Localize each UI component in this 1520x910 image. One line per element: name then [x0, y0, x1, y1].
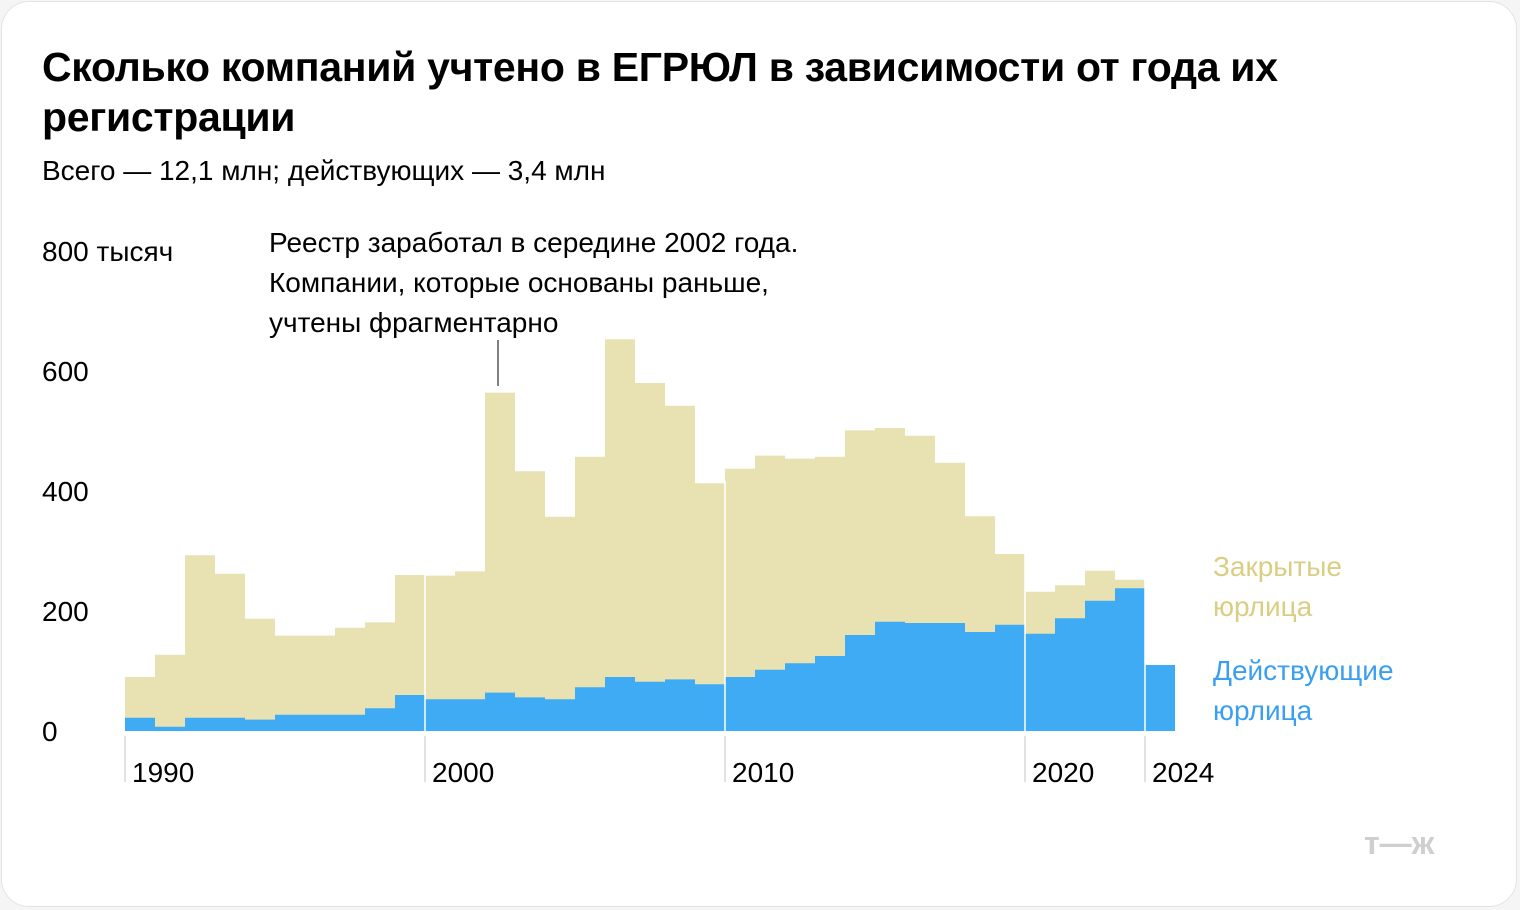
bar-2002: [485, 393, 515, 731]
bar-1991: [155, 655, 185, 731]
decade-separators: [424, 481, 1146, 731]
bar-2004: [545, 517, 575, 731]
logo-text: т—ж: [1364, 825, 1435, 861]
bar-2021: [1055, 585, 1085, 731]
bar-2009: [695, 483, 725, 731]
bar-2024: [1145, 665, 1175, 731]
legend-label: Действующие: [1213, 655, 1394, 686]
x-tick-label: 1990: [132, 757, 194, 788]
y-tick-label: 800 тысяч: [42, 236, 173, 267]
bar-1998: [365, 622, 395, 731]
bar-1990: [125, 677, 155, 731]
bar-2023: [1115, 580, 1145, 731]
annotation-group: Реестр заработал в середине 2002 года. Ко…: [269, 227, 798, 386]
bar-2022: [1085, 571, 1115, 731]
y-tick-label: 600: [42, 356, 89, 387]
chart-areas: [125, 339, 1175, 731]
x-tick-label: 2020: [1032, 757, 1094, 788]
bar-2019: [995, 554, 1025, 731]
x-tick-label: 2010: [732, 757, 794, 788]
bar-2001: [455, 571, 485, 731]
bar-1993: [215, 574, 245, 731]
bar-2007: [635, 383, 665, 731]
bar-2018: [965, 516, 995, 731]
bar-1999: [395, 575, 425, 731]
bar-2020: [1025, 592, 1055, 731]
y-tick-label: 0: [42, 716, 58, 747]
bar-2016: [905, 436, 935, 731]
y-axis-ticks: 0 200 400 600 800 тысяч: [42, 236, 173, 747]
bar-2005: [575, 457, 605, 731]
bar-2000: [425, 576, 455, 731]
legend-label: Закрытые: [1213, 551, 1342, 582]
annotation-text: Реестр заработал в середине 2002 года.: [269, 227, 798, 258]
area-active: [125, 588, 1175, 731]
bar-1997: [335, 628, 365, 731]
bar-2015: [875, 428, 905, 731]
bar-1994: [245, 619, 275, 731]
x-axis-ticks: 1990 2000 2010 2020 2024: [124, 736, 1214, 788]
bar-1996: [305, 636, 335, 731]
bar-2011: [755, 456, 785, 731]
bar-2013: [815, 457, 845, 731]
y-tick-label: 400: [42, 476, 89, 507]
annotation-text: учтены фрагментарно: [269, 307, 558, 338]
bar-2017: [935, 463, 965, 731]
tzh-logo-icon: т—ж: [1364, 825, 1435, 861]
annotation-text: Компании, которые основаны раньше,: [269, 267, 769, 298]
chart-legend: Закрытые юрлица Действующие юрлица: [1213, 551, 1394, 726]
bar-2006: [605, 339, 635, 731]
legend-label: юрлица: [1213, 591, 1313, 622]
bar-2008: [665, 406, 695, 731]
x-tick-label: 2024: [1152, 757, 1214, 788]
y-tick-label: 200: [42, 596, 89, 627]
bar-2003: [515, 471, 545, 731]
bar-2012: [785, 459, 815, 731]
bar-2010: [725, 469, 755, 731]
bar-2014: [845, 430, 875, 731]
chart-title: Сколько компаний учтено в ЕГРЮЛ в зависи…: [42, 44, 1278, 140]
bar-1995: [275, 636, 305, 731]
bar-1992: [185, 555, 215, 731]
x-tick-label: 2000: [432, 757, 494, 788]
chart-subtitle: Всего — 12,1 млн; действующих — 3,4 млн: [42, 155, 606, 186]
legend-label: юрлица: [1213, 695, 1313, 726]
